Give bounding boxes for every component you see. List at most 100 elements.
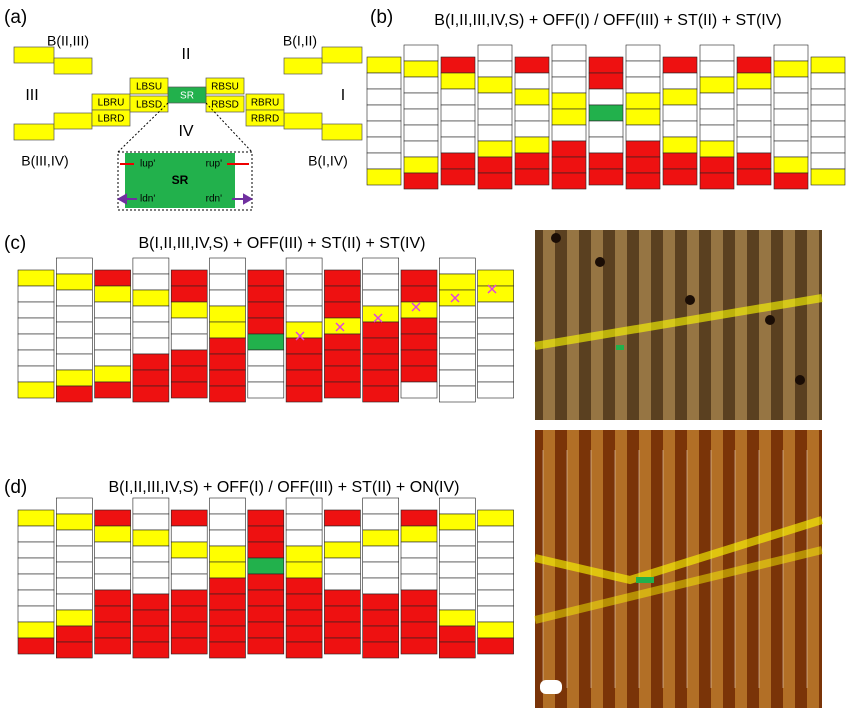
cell: [171, 558, 207, 574]
corner-label: rdn': [206, 194, 222, 205]
cell: [626, 173, 660, 189]
cell: [18, 366, 54, 382]
cell: [774, 93, 808, 109]
cell: [210, 370, 246, 386]
cell: [363, 610, 399, 626]
cell: [248, 590, 284, 606]
cell: [363, 514, 399, 530]
cell: [324, 318, 360, 334]
cell: [439, 290, 475, 306]
cell: [401, 270, 437, 286]
cell: [171, 270, 207, 286]
cell: [210, 562, 246, 578]
cell: [324, 606, 360, 622]
cell: [18, 622, 54, 638]
panel-label: (b): [370, 7, 393, 28]
cell: [248, 558, 284, 574]
cell: [552, 157, 586, 173]
stm-stripe: [567, 230, 579, 420]
cell: [515, 73, 549, 89]
cell: [286, 290, 322, 306]
stm-defect: [551, 233, 561, 243]
cell: [18, 638, 54, 654]
cell: [478, 109, 512, 125]
cell: [171, 590, 207, 606]
cell: [210, 578, 246, 594]
cell: [700, 61, 734, 77]
stm-stripe: [615, 230, 627, 420]
cell: [439, 306, 475, 322]
cell: [210, 354, 246, 370]
cell: [171, 606, 207, 622]
cell: [95, 382, 131, 398]
stm-stripe: [711, 430, 723, 708]
cell: [552, 141, 586, 157]
cell: [441, 105, 475, 121]
cell: [404, 109, 438, 125]
cell: [700, 45, 734, 61]
cell: [515, 89, 549, 105]
block-label: LBRD: [98, 114, 125, 125]
cell: [774, 77, 808, 93]
cell: [700, 173, 734, 189]
cell: [478, 638, 514, 654]
cell: [324, 350, 360, 366]
cell: [171, 334, 207, 350]
cell: [95, 350, 131, 366]
stm-stripe: [615, 430, 627, 708]
cell: [367, 153, 401, 169]
cell: [18, 606, 54, 622]
cell: [439, 498, 475, 514]
cell: [286, 562, 322, 578]
panel-title: B(I,II,III,IV,S) + OFF(I) / OFF(III) + S…: [434, 12, 781, 29]
cell: [663, 89, 697, 105]
cell: [626, 157, 660, 173]
cell: [478, 157, 512, 173]
cell: [363, 642, 399, 658]
cell: [210, 306, 246, 322]
cell: [404, 141, 438, 157]
cell: [210, 530, 246, 546]
cell: [286, 274, 322, 290]
cell: [95, 302, 131, 318]
cell: [210, 546, 246, 562]
cell: [363, 306, 399, 322]
cell: [56, 370, 92, 386]
cell: [441, 73, 475, 89]
region-label: I: [341, 87, 345, 104]
cell: [626, 93, 660, 109]
cell: [56, 338, 92, 354]
cell: [171, 622, 207, 638]
cell: [56, 386, 92, 402]
cell: [478, 334, 514, 350]
cell: [515, 153, 549, 169]
cell: [56, 306, 92, 322]
cell: [18, 334, 54, 350]
cell: [401, 350, 437, 366]
cell: [18, 590, 54, 606]
cell: [324, 366, 360, 382]
cell: [401, 574, 437, 590]
cell: [133, 514, 169, 530]
cell: [210, 338, 246, 354]
cell: [56, 290, 92, 306]
cell: [811, 89, 845, 105]
cell: [626, 61, 660, 77]
cell: [363, 530, 399, 546]
cell: [478, 622, 514, 638]
cell: [589, 169, 623, 185]
cell: [663, 137, 697, 153]
cell: [700, 93, 734, 109]
cell: [700, 157, 734, 173]
stm-stripe: [807, 430, 819, 708]
cell: [18, 382, 54, 398]
cell: [363, 322, 399, 338]
panel-label: (c): [4, 233, 26, 254]
cell: [133, 290, 169, 306]
cell: [286, 514, 322, 530]
cell: [478, 45, 512, 61]
cell: [700, 77, 734, 93]
cell: [552, 109, 586, 125]
cell: [439, 258, 475, 274]
cell: [367, 105, 401, 121]
